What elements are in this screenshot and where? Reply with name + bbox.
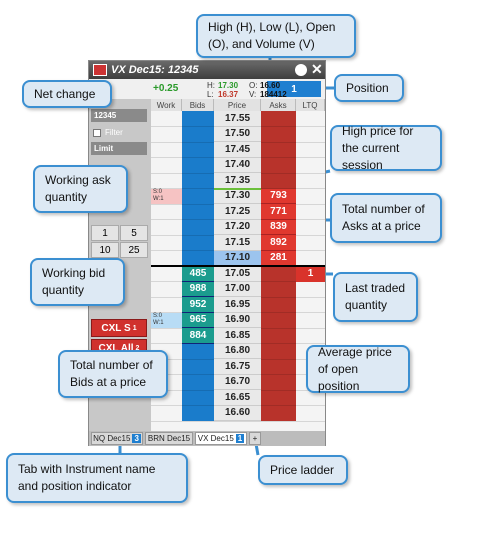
price-ladder: Work Bids Price Asks LTQ 17.55 17.50 17.45 17.40…	[151, 99, 325, 431]
stat-value: 184412	[260, 90, 287, 99]
minimize-button[interactable]	[295, 64, 307, 76]
price-cell: 17.45	[214, 142, 261, 158]
last-trade-line	[151, 265, 325, 267]
callout: Tab with Instrument name and position in…	[6, 453, 188, 503]
tab-name: +	[252, 434, 258, 443]
stat-value: 16.37	[218, 90, 239, 99]
tab-name: NQ Dec15	[93, 434, 131, 443]
account-select[interactable]: 12345	[91, 109, 147, 122]
callout: Last traded quantity	[333, 272, 418, 322]
cancel-count: 1	[132, 324, 137, 332]
working-order: S:0 W:1	[151, 312, 182, 328]
price-cell: 16.95	[214, 297, 261, 313]
bid-cell: 952	[182, 297, 214, 313]
cancel-label: CXL S	[101, 322, 131, 334]
close-button[interactable]: ✕	[311, 61, 323, 77]
price-cell: 17.55	[214, 111, 261, 127]
order-type-select[interactable]: Limit	[91, 142, 147, 155]
ask-cell: 839	[261, 219, 296, 235]
quantity-button[interactable]: 5	[120, 225, 148, 241]
stat-label: H:	[207, 81, 215, 90]
window-title: VX Dec15: 12345	[111, 64, 199, 76]
column-header: Price	[214, 99, 261, 111]
stat-value: 17.30	[218, 81, 239, 90]
column-header: Asks	[261, 99, 296, 111]
bid-cell: 884	[182, 328, 214, 344]
ask-cell: 281	[261, 250, 296, 266]
callout: Total number of Asks at a price	[330, 193, 442, 243]
row-line	[151, 420, 325, 422]
title-bar: VX Dec15: 12345 ✕	[89, 61, 325, 79]
ltq-cell: 1	[296, 266, 325, 282]
cancel-count: 2	[135, 344, 140, 352]
column-header: LTQ	[296, 99, 325, 111]
price-cell: 17.00	[214, 281, 261, 297]
flag-icon	[93, 64, 107, 76]
price-cell: 17.40	[214, 157, 261, 173]
stat-value: 16.60	[260, 81, 281, 90]
column-header: Bids	[182, 99, 214, 111]
callout: High (H), Low (L), Open (O), and Volume …	[196, 14, 356, 58]
price-cell: 17.50	[214, 126, 261, 142]
price-cell: 17.35	[214, 173, 261, 189]
stat-label: L:	[207, 90, 214, 99]
filter-checkbox[interactable]	[93, 129, 101, 137]
price-cell: 16.70	[214, 374, 261, 390]
working-text: S:0	[153, 188, 163, 195]
ask-cell: 793	[261, 188, 296, 204]
callout: High price for the current session	[330, 124, 442, 172]
ask-cell: 771	[261, 204, 296, 220]
stat-label: V:	[249, 90, 257, 99]
tab-bar: NQ Dec15 3 BRN Dec15 VX Dec15 1 +	[89, 431, 325, 446]
net-change: +0.25	[153, 83, 179, 94]
callout: Average price of open position	[306, 345, 410, 393]
callout: Position	[334, 74, 404, 102]
position: 1	[267, 81, 321, 97]
position-badge: 1	[235, 434, 245, 443]
filter-label: Filter	[105, 128, 123, 137]
price-cell: 16.60	[214, 405, 261, 421]
price-cell: 17.10	[214, 250, 261, 266]
price-cell: 17.25	[214, 204, 261, 220]
bid-cell: 988	[182, 281, 214, 297]
price-cell: 17.30	[214, 188, 261, 204]
working-order: S:0 W:1	[151, 188, 182, 204]
price-cell: 16.75	[214, 359, 261, 375]
callout: Working bid quantity	[30, 258, 125, 306]
working-text: W:1	[153, 195, 164, 202]
tab-name: BRN Dec15	[147, 434, 191, 443]
price-cell: 16.90	[214, 312, 261, 328]
working-text: W:1	[153, 319, 164, 326]
quantity-button[interactable]: 10	[91, 242, 119, 258]
working-text: S:0	[153, 312, 163, 319]
cancel-label: CXL All	[98, 342, 134, 354]
price-cell: 16.65	[214, 390, 261, 406]
instrument-tab[interactable]: NQ Dec15 3	[91, 432, 143, 445]
quantity-button[interactable]: 25	[120, 242, 148, 258]
stats-bar: +0.25 1 H: 17.30 L: 16.37 O: 16.60 V: 184412	[89, 79, 325, 99]
position-badge: 3	[132, 434, 141, 443]
quantity-button[interactable]: 1	[91, 225, 119, 241]
tab-name: VX Dec15	[197, 434, 234, 443]
callout: Total number of Bids at a price	[58, 350, 168, 398]
session-high-line	[214, 187, 261, 190]
bid-cell: 965	[182, 312, 214, 328]
price-cell: 16.85	[214, 328, 261, 344]
instrument-tab[interactable]: BRN Dec15	[145, 432, 193, 445]
callout: Price ladder	[258, 455, 348, 485]
price-cell: 17.15	[214, 235, 261, 251]
column-header: Work	[151, 99, 182, 111]
instrument-tab[interactable]: VX Dec15 1	[195, 432, 247, 445]
callout: Working ask quantity	[33, 165, 128, 213]
ask-cell: 892	[261, 235, 296, 251]
price-cell: 17.20	[214, 219, 261, 235]
price-cell: 17.05	[214, 266, 261, 282]
bid-cell: 485	[182, 266, 214, 282]
callout: Net change	[22, 80, 112, 108]
price-cell: 16.80	[214, 343, 261, 359]
stat-label: O:	[249, 81, 258, 90]
instrument-tab[interactable]: +	[249, 432, 261, 445]
